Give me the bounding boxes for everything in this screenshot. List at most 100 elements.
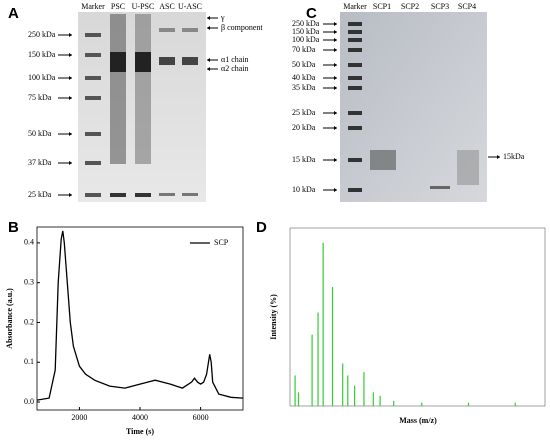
band — [182, 28, 198, 32]
marker-label: 25 kDa — [28, 190, 52, 199]
arrow-head — [207, 67, 210, 71]
marker-label: 100 kDa — [292, 35, 320, 44]
marker-band — [348, 111, 362, 115]
band — [457, 150, 479, 185]
arrow-head — [207, 16, 210, 20]
y-label: Absorbance (a.u.) — [5, 288, 14, 349]
band — [135, 52, 151, 72]
marker-band — [85, 33, 101, 37]
lane-label: SCP1 — [373, 2, 391, 11]
arrow-head — [69, 76, 72, 80]
annotation: γ — [220, 13, 225, 22]
y-tick-label: 0.2 — [24, 317, 34, 326]
arrow-head — [334, 111, 337, 115]
arrow-head — [69, 132, 72, 136]
arrow-head — [334, 76, 337, 80]
marker-band — [348, 48, 362, 52]
arrow-head — [207, 58, 210, 62]
x-tick-label: 6000 — [193, 413, 209, 422]
arrow-head — [334, 38, 337, 42]
lane-label: U-ASC — [178, 2, 202, 11]
band — [182, 57, 198, 65]
arrow-head — [334, 22, 337, 26]
panel-label: C — [306, 5, 317, 22]
band — [159, 57, 175, 65]
lane-smear — [135, 14, 151, 164]
marker-band — [85, 53, 101, 57]
lane-label: Marker — [81, 2, 105, 11]
line — [36, 230, 244, 401]
y-tick-label: 0.1 — [24, 357, 34, 366]
marker-band — [348, 158, 362, 162]
band — [182, 193, 198, 196]
arrow-head — [334, 63, 337, 67]
arrow-head — [334, 188, 337, 192]
marker-label: 100 kDa — [28, 73, 56, 82]
marker-band — [85, 96, 101, 100]
arrow-head — [334, 158, 337, 162]
marker-label: 20 kDa — [292, 123, 316, 132]
marker-label: 50 kDa — [292, 60, 316, 69]
marker-band — [348, 188, 362, 192]
marker-label: 37 kDa — [28, 158, 52, 167]
band — [159, 28, 175, 32]
arrow-head — [334, 48, 337, 52]
marker-label: 10 kDa — [292, 185, 316, 194]
arrow-head — [207, 26, 210, 30]
band — [110, 193, 126, 197]
lane-label: SCP2 — [401, 2, 419, 11]
annotation: α1 chain — [221, 55, 249, 64]
marker-label: 150 kDa — [292, 27, 320, 36]
y-tick-label: 0.4 — [24, 238, 34, 247]
legend-label: SCP — [214, 238, 229, 247]
marker-label: 250 kDa — [28, 30, 56, 39]
marker-label: 250 kDa — [292, 19, 320, 28]
y-tick-label: 0.3 — [24, 278, 34, 287]
lane-label: PSC — [111, 2, 125, 11]
band — [110, 52, 126, 72]
marker-band — [85, 193, 101, 197]
y-tick-label: 0.0 — [24, 397, 34, 406]
annotation: 15kDa — [503, 152, 525, 161]
band — [159, 193, 175, 196]
band — [370, 150, 396, 170]
marker-band — [348, 86, 362, 90]
marker-band — [348, 38, 362, 42]
lane-label: ASC — [159, 2, 175, 11]
arrow-head — [69, 161, 72, 165]
plot-frame — [36, 226, 244, 411]
lane-label: SCP3 — [431, 2, 449, 11]
lane-label: SCP4 — [458, 2, 476, 11]
panel-label: D — [256, 219, 267, 236]
lane-label: Marker — [343, 2, 367, 11]
x-label: Time (s) — [126, 427, 154, 436]
marker-band — [348, 22, 362, 26]
annotation: β component — [221, 23, 263, 32]
marker-label: 15 kDa — [292, 155, 316, 164]
arrow-head — [69, 33, 72, 37]
marker-label: 50 kDa — [28, 129, 52, 138]
marker-label: 75 kDa — [28, 93, 52, 102]
marker-band — [85, 76, 101, 80]
panel-label: B — [8, 219, 19, 236]
arrow-head — [69, 193, 72, 197]
arrow-head — [334, 30, 337, 34]
marker-label: 25 kDa — [292, 108, 316, 117]
x-tick-label: 2000 — [71, 413, 87, 422]
arrow-head — [497, 155, 500, 159]
marker-band — [348, 76, 362, 80]
band — [135, 193, 151, 197]
annotation: α2 chain — [221, 64, 249, 73]
marker-band — [348, 126, 362, 130]
marker-band — [85, 132, 101, 136]
lane-smear — [110, 14, 126, 164]
marker-label: 35 kDa — [292, 83, 316, 92]
arrow-head — [334, 86, 337, 90]
arrow-head — [69, 96, 72, 100]
marker-label: 70 kDa — [292, 45, 316, 54]
panel-label: A — [8, 5, 19, 22]
marker-band — [348, 63, 362, 67]
marker-band — [85, 161, 101, 165]
marker-label: 150 kDa — [28, 50, 56, 59]
